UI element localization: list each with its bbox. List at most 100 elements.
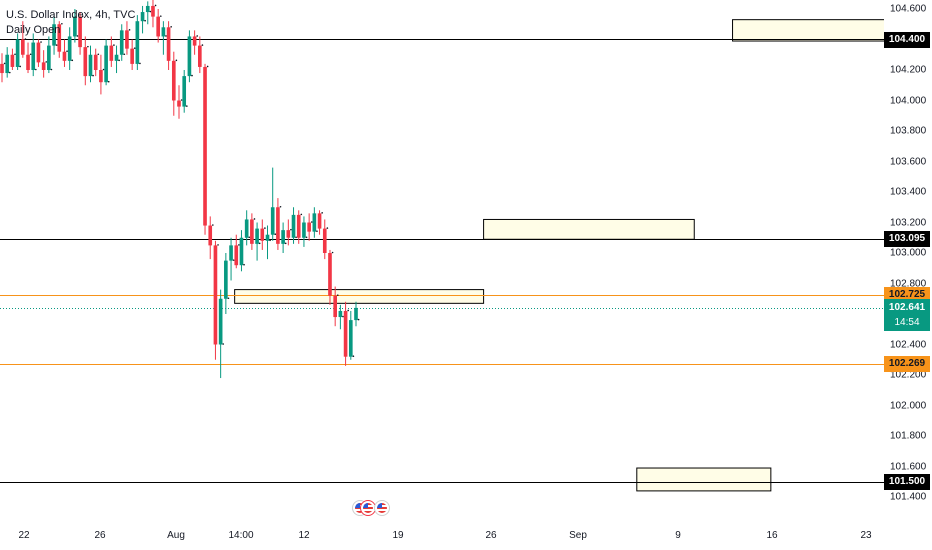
candle[interactable] (130, 39, 136, 71)
candle[interactable] (78, 12, 84, 55)
price-axis[interactable]: 104.600 104.200 104.000 103.800 103.600 103.4… (884, 0, 932, 550)
zone-rectangle[interactable] (732, 19, 884, 42)
candle[interactable] (99, 54, 105, 95)
daily-open-dot (180, 99, 183, 101)
candle[interactable] (125, 21, 131, 55)
candle[interactable] (109, 36, 115, 67)
candle[interactable] (281, 222, 287, 254)
candle[interactable] (270, 167, 277, 241)
candle[interactable] (93, 48, 100, 77)
economic-event-icon[interactable] (360, 500, 376, 516)
candle[interactable] (114, 45, 120, 74)
candle[interactable] (31, 33, 37, 77)
candle[interactable] (250, 213, 256, 250)
candle-body (93, 54, 98, 70)
candle[interactable] (62, 39, 68, 67)
daily-open-dot (201, 44, 204, 46)
economic-event-icon[interactable] (374, 500, 390, 516)
candle[interactable] (10, 48, 16, 70)
candle[interactable] (182, 70, 188, 113)
legend-indicator[interactable]: Daily Open (6, 24, 61, 36)
candle[interactable] (57, 21, 63, 58)
zone-rectangle[interactable] (483, 218, 695, 240)
time-tick-label: 26 (94, 530, 106, 541)
candle[interactable] (67, 27, 74, 70)
candle-body (281, 230, 285, 244)
candle[interactable] (198, 36, 204, 74)
candle[interactable] (166, 21, 172, 70)
price-tick-label: 103.000 (890, 247, 927, 259)
candle[interactable] (333, 286, 339, 327)
time-tick-label: Aug (167, 530, 185, 541)
candle[interactable] (276, 198, 282, 250)
candle[interactable] (47, 36, 53, 74)
candle[interactable] (239, 230, 245, 272)
candle[interactable] (135, 15, 141, 70)
candle[interactable] (83, 36, 89, 86)
candle[interactable] (317, 210, 323, 235)
candle[interactable] (0, 53, 6, 83)
candle[interactable] (286, 219, 292, 246)
candle[interactable] (21, 21, 27, 58)
candle[interactable] (171, 51, 178, 116)
candle[interactable] (260, 219, 266, 250)
candle[interactable] (302, 216, 308, 247)
candle[interactable] (312, 207, 318, 238)
time-axis[interactable]: 22 26 Aug 14:00 12 19 26 Sep 9 16 23 (0, 522, 884, 550)
candle-body (250, 219, 254, 244)
candle[interactable] (161, 21, 167, 55)
candle-body (109, 45, 114, 61)
candle[interactable] (192, 30, 199, 55)
candle[interactable] (307, 213, 313, 241)
candle-body (307, 222, 311, 232)
candle[interactable] (187, 30, 193, 83)
candle[interactable] (145, 1, 152, 25)
candle[interactable] (52, 16, 58, 55)
price-plot[interactable] (0, 0, 884, 522)
candle[interactable] (229, 237, 235, 281)
candle[interactable] (26, 42, 32, 74)
candle[interactable] (244, 210, 251, 246)
candle-body (31, 42, 36, 70)
candle[interactable] (41, 50, 48, 78)
candle[interactable] (177, 85, 183, 119)
candle[interactable] (15, 33, 22, 70)
zone-rectangle[interactable] (636, 467, 772, 492)
candle[interactable] (291, 207, 297, 244)
candle-body (286, 230, 291, 238)
candle[interactable] (224, 253, 230, 314)
chart-area[interactable]: U.S. Dollar Index, 4h, TVC Daily Open (0, 0, 884, 522)
legend-symbol[interactable]: U.S. Dollar Index, 4h, TVC (6, 9, 136, 21)
candle[interactable] (328, 249, 334, 305)
time-tick-label: 14:00 (228, 530, 254, 541)
candle[interactable] (36, 39, 42, 67)
candle[interactable] (234, 234, 240, 269)
candle[interactable] (354, 301, 360, 327)
candle[interactable] (119, 24, 126, 61)
candle[interactable] (208, 216, 214, 260)
daily-open-dot (279, 205, 282, 208)
candle[interactable] (151, 0, 157, 28)
daily-open-dot (14, 53, 16, 56)
candle[interactable] (140, 5, 146, 34)
candle[interactable] (265, 225, 271, 260)
candle[interactable] (88, 45, 94, 83)
candle[interactable] (73, 9, 79, 43)
daily-open-dot (128, 29, 131, 31)
candle-body (296, 214, 301, 238)
zone-rectangle[interactable] (234, 289, 485, 304)
candle[interactable] (255, 222, 261, 261)
candle[interactable] (338, 304, 344, 330)
candle[interactable] (156, 9, 162, 43)
daily-open-dot (92, 74, 94, 77)
candle[interactable] (322, 219, 329, 260)
candle[interactable] (218, 289, 225, 379)
candle[interactable] (203, 63, 209, 235)
candle[interactable] (104, 39, 110, 86)
candle[interactable] (343, 301, 349, 366)
candle[interactable] (348, 310, 355, 360)
daily-open-dot (321, 212, 323, 214)
candle[interactable] (213, 240, 219, 360)
candle[interactable] (296, 210, 303, 244)
candle[interactable] (5, 47, 11, 78)
